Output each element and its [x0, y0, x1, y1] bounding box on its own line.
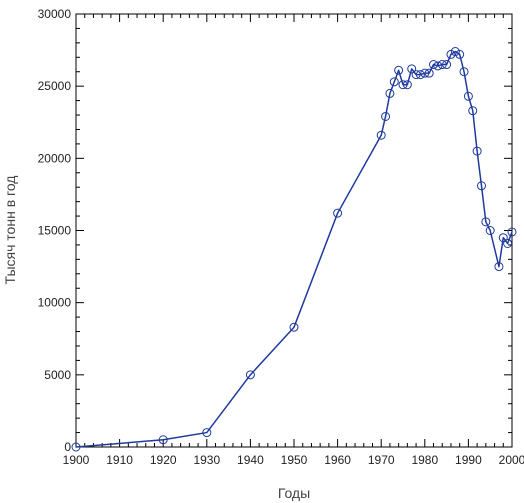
x-tick-label: 1940	[237, 453, 264, 467]
data-point	[381, 111, 391, 121]
data-point	[494, 262, 504, 272]
series-line	[75, 50, 513, 448]
data-point	[333, 208, 343, 218]
data-point	[472, 146, 482, 156]
data-point	[407, 64, 417, 74]
data-point	[411, 70, 421, 80]
data-point	[376, 130, 386, 140]
data-point	[437, 60, 447, 70]
data-point	[433, 61, 443, 71]
data-point	[385, 88, 395, 98]
y-axis-title: Тысяч тонн в год	[2, 176, 18, 285]
data-point	[463, 91, 473, 101]
data-point	[420, 68, 430, 78]
data-point	[503, 238, 513, 248]
x-tick-label: 1930	[193, 453, 220, 467]
y-tick-label: 15000	[38, 224, 72, 238]
data-point	[498, 233, 508, 243]
y-tick-label: 5000	[44, 368, 71, 382]
y-tick-label: 20000	[38, 151, 72, 165]
data-point	[468, 106, 478, 116]
x-tick-label: 1980	[411, 453, 438, 467]
data-point	[394, 65, 404, 75]
data-point	[481, 217, 491, 227]
x-tick-label: 1990	[455, 453, 482, 467]
data-point	[158, 435, 168, 445]
x-tick-label: 1910	[106, 453, 133, 467]
y-tick-label: 30000	[38, 7, 72, 21]
x-axis-title: Годы	[278, 485, 310, 501]
y-tick-label: 10000	[38, 296, 72, 310]
x-tick-label: 1900	[63, 453, 90, 467]
data-point	[429, 60, 439, 70]
data-point	[71, 442, 81, 452]
y-tick-label: 0	[64, 440, 71, 454]
data-point	[389, 77, 399, 87]
data-point	[485, 226, 495, 235]
data-point	[476, 181, 486, 191]
plot-frame	[75, 13, 513, 448]
y-tick-label: 25000	[38, 79, 72, 93]
data-point	[507, 227, 517, 237]
tick-labels: 1900 1910 1920 1930 1940 1950 1960 1970 1980 1990…	[38, 7, 524, 467]
data-point	[202, 428, 212, 438]
x-tick-label: 1920	[150, 453, 177, 467]
series-group	[71, 47, 517, 452]
data-point	[402, 80, 412, 90]
data-point	[398, 80, 408, 90]
data-point	[455, 49, 465, 59]
data-point	[289, 322, 299, 332]
data-point	[424, 68, 434, 78]
x-tick-label: 1970	[368, 453, 395, 467]
x-tick-label: 1960	[324, 453, 351, 467]
data-point	[442, 60, 452, 70]
data-point	[415, 70, 425, 80]
data-point	[245, 370, 255, 380]
tick-marks	[75, 13, 513, 448]
data-point	[459, 67, 469, 77]
x-tick-label: 2000	[499, 453, 524, 467]
x-tick-label: 1950	[281, 453, 308, 467]
